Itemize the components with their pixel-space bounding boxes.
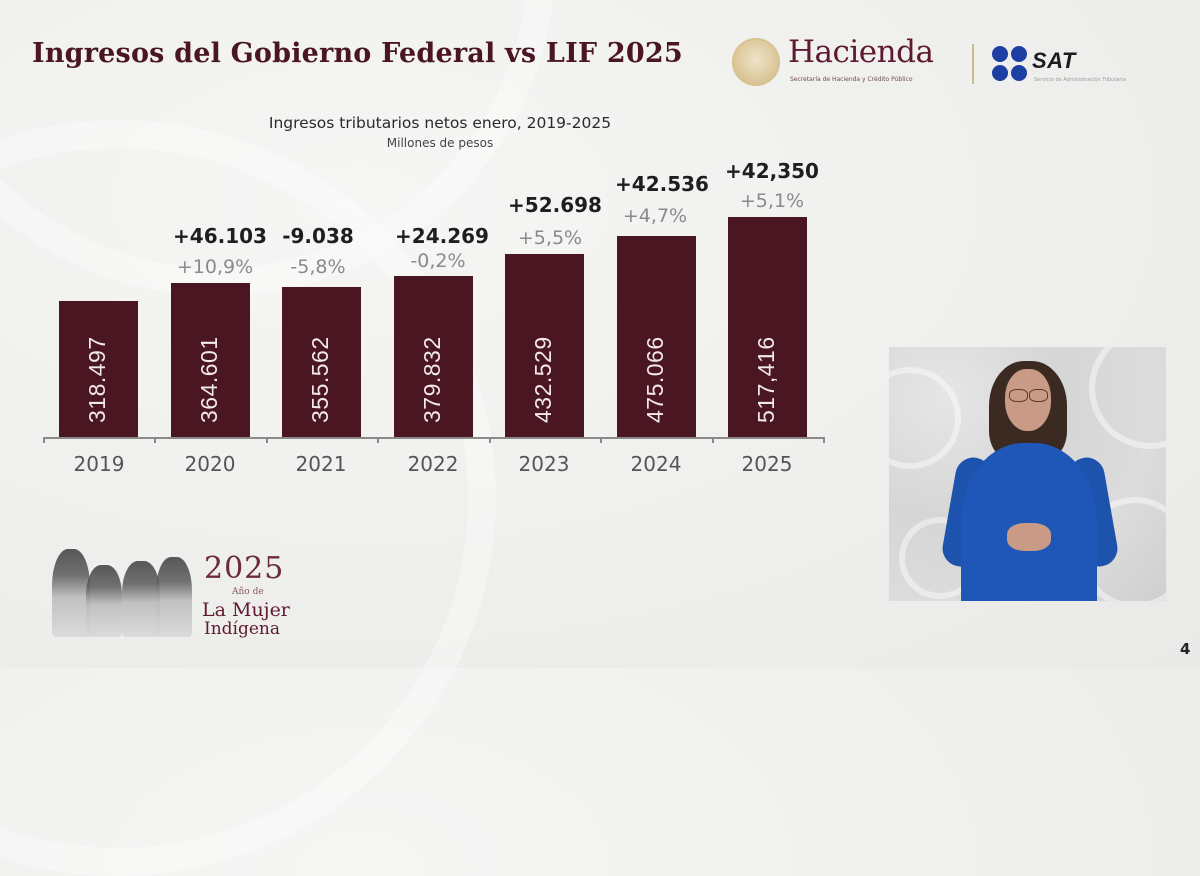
chart-title: Ingresos tributarios netos enero, 2019-2…	[268, 114, 612, 132]
bar-value-label: 364.601	[195, 336, 222, 423]
bar-2019: 318.497	[59, 301, 138, 437]
interpreter-body	[961, 443, 1097, 601]
bar-2023: 432.529	[505, 254, 584, 437]
hacienda-logo-text: Hacienda	[788, 34, 934, 70]
interpreter-hands	[1007, 523, 1051, 551]
sign-language-interpreter-video	[889, 347, 1166, 601]
abs-change-label: +24.269	[395, 224, 489, 248]
pct-change-label: +4,7%	[622, 205, 688, 227]
x-axis-tick	[823, 437, 825, 443]
bar-value-label: 379.832	[418, 336, 445, 423]
x-axis-tick	[712, 437, 714, 443]
bar-value-label: 517,416	[752, 336, 779, 423]
slide-title: Ingresos del Gobierno Federal vs LIF 202…	[32, 38, 683, 69]
abs-change-label: -9.038	[282, 224, 354, 248]
pct-change-label: +10,9%	[176, 256, 254, 278]
x-axis-label-2020: 2020	[184, 452, 236, 476]
bar-2020: 364.601	[171, 283, 250, 437]
bar-value-label: 432.529	[529, 336, 556, 423]
bar-2022: 379.832	[394, 276, 473, 437]
header-logos: Hacienda Secretaría de Hacienda y Crédit…	[730, 34, 1170, 92]
chart-subtitle: Millones de pesos	[386, 136, 494, 150]
bar-2025: 517,416	[728, 217, 807, 437]
abs-change-label: +42.536	[615, 172, 709, 196]
x-axis-label-2024: 2024	[630, 452, 682, 476]
abs-change-label: +52.698	[508, 193, 602, 217]
x-axis-tick	[154, 437, 156, 443]
bar-value-label: 355.562	[306, 336, 333, 423]
logo-divider	[972, 44, 974, 84]
x-axis-tick	[489, 437, 491, 443]
abs-change-label: +46.103	[173, 224, 267, 248]
pct-change-label: -5,8%	[290, 256, 346, 278]
page-number: 4	[1180, 640, 1191, 658]
hacienda-logo-subtitle: Secretaría de Hacienda y Crédito Público	[790, 76, 913, 83]
x-axis-tick	[600, 437, 602, 443]
sat-logo-subtitle: Servicio de Administración Tributaria	[1034, 77, 1126, 83]
x-axis-label-2021: 2021	[295, 452, 347, 476]
pct-change-label: +5,5%	[517, 227, 583, 249]
x-axis-label-2022: 2022	[407, 452, 459, 476]
x-axis-tick	[377, 437, 379, 443]
x-axis-tick	[266, 437, 268, 443]
sat-four-dots-icon	[992, 46, 1028, 82]
bar-value-label: 318.497	[83, 336, 110, 423]
footer-logo-year: 2025	[204, 551, 285, 586]
x-axis-line	[43, 437, 824, 439]
pct-change-label: -0,2%	[410, 250, 466, 272]
x-axis-label-2025: 2025	[741, 452, 793, 476]
bar-value-label: 475.066	[641, 336, 668, 423]
footer-logo-line3: Indígena	[204, 619, 281, 639]
abs-change-label: +42,350	[725, 159, 819, 183]
bar-2021: 355.562	[282, 287, 361, 437]
x-axis-tick	[43, 437, 45, 443]
bar-chart: 318.497 +46.103 +10,9% 364.601 -9.038 -5…	[0, 0, 840, 500]
indigenous-women-portraits-icon	[46, 545, 196, 637]
pct-change-label: +5,1%	[739, 190, 805, 212]
bar-2024: 475.066	[617, 236, 696, 437]
x-axis-label-2023: 2023	[518, 452, 570, 476]
mujer-indigena-2025-logo: 2025 Año de La Mujer Indígena	[46, 545, 306, 640]
sat-logo-text: SAT	[1032, 48, 1076, 73]
footer-logo-line1: Año de	[232, 587, 264, 597]
mexican-coat-of-arms-seal-icon	[732, 38, 780, 86]
footer-logo-line2: La Mujer	[202, 599, 290, 621]
x-axis-label-2019: 2019	[73, 452, 125, 476]
glasses-icon	[1007, 389, 1049, 402]
